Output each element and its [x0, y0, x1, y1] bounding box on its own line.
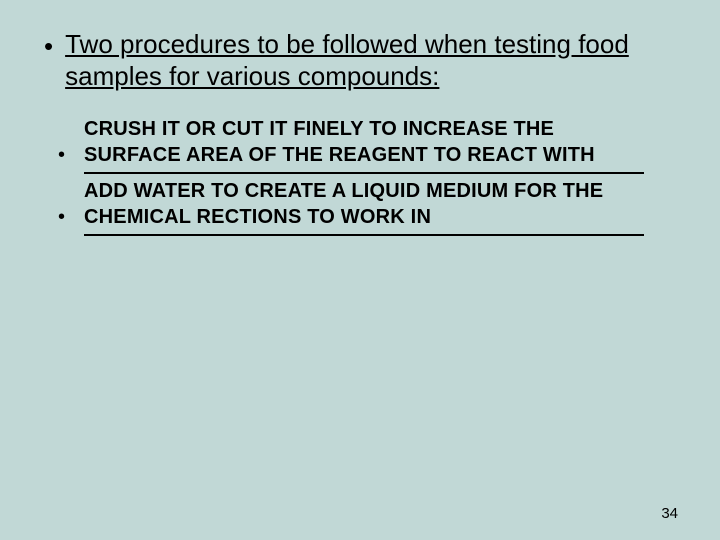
bullet-dot: •: [58, 144, 65, 166]
answer-box-1: CRUSH IT OR CUT IT FINELY TO INCREASE TH…: [84, 116, 644, 174]
bullet-dot: •: [44, 30, 53, 62]
main-bullet-item: • Two procedures to be followed when tes…: [44, 28, 680, 92]
answer-row-1: • CRUSH IT OR CUT IT FINELY TO INCREASE …: [58, 116, 680, 174]
page-number: 34: [661, 505, 678, 522]
bullet-dot: •: [58, 206, 65, 228]
answer-row-2: • ADD WATER TO CREATE A LIQUID MEDIUM FO…: [58, 178, 680, 236]
blank-line: [84, 172, 644, 174]
main-heading-text: Two procedures to be followed when testi…: [65, 28, 680, 92]
answer-text-2: ADD WATER TO CREATE A LIQUID MEDIUM FOR …: [84, 178, 644, 230]
answer-box-2: ADD WATER TO CREATE A LIQUID MEDIUM FOR …: [84, 178, 644, 236]
answer-text-1: CRUSH IT OR CUT IT FINELY TO INCREASE TH…: [84, 116, 644, 168]
blank-line: [84, 234, 644, 236]
